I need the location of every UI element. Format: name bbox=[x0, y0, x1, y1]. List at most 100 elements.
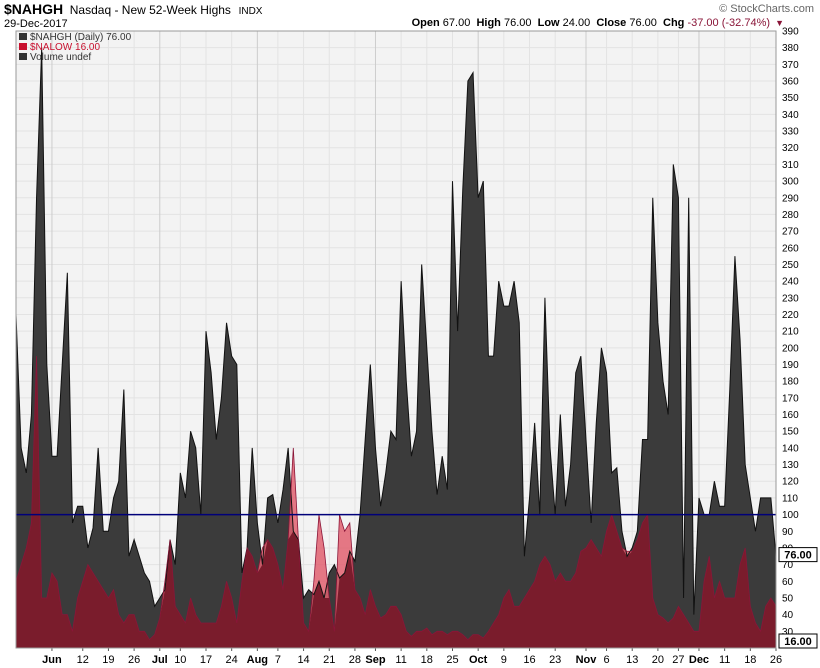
x-tick-label: 17 bbox=[200, 654, 212, 666]
high-label: High bbox=[476, 17, 501, 29]
y-tick-label: 380 bbox=[782, 43, 799, 54]
x-tick-label: 10 bbox=[174, 654, 186, 666]
y-tick-label: 230 bbox=[782, 293, 799, 304]
last-value-box bbox=[778, 633, 818, 649]
x-tick-label: 24 bbox=[226, 654, 238, 666]
x-tick-label: 20 bbox=[652, 654, 664, 666]
x-tick-label: 9 bbox=[501, 654, 507, 666]
y-tick-label: 130 bbox=[782, 460, 799, 471]
x-tick-label: 14 bbox=[297, 654, 309, 666]
x-tick-label: 16 bbox=[523, 654, 535, 666]
y-tick-label: 280 bbox=[782, 210, 799, 221]
close-label: Close bbox=[596, 17, 627, 29]
x-tick-label: Dec bbox=[689, 654, 709, 666]
chart-title: $NAHGH Nasdaq - New 52-Week Highs INDX bbox=[4, 1, 262, 17]
y-tick-label: 110 bbox=[782, 493, 798, 504]
y-tick-label: 150 bbox=[782, 427, 799, 438]
down-arrow-icon: ▼ bbox=[775, 18, 784, 28]
legend-entry: Volume undef bbox=[30, 52, 91, 63]
x-tick-label: Aug bbox=[247, 654, 268, 666]
y-tick-label: 350 bbox=[782, 93, 799, 104]
x-tick-label: 7 bbox=[275, 654, 281, 666]
y-tick-label: 70 bbox=[782, 560, 794, 571]
y-tick-label: 180 bbox=[782, 377, 799, 388]
y-tick-label: 100 bbox=[782, 510, 799, 521]
y-tick-label: 90 bbox=[782, 527, 794, 538]
last-value-label: 16.00 bbox=[778, 633, 818, 649]
series-overlap-area bbox=[16, 356, 776, 648]
ticker-symbol[interactable]: $NAHGH bbox=[4, 1, 64, 17]
x-tick-label: 13 bbox=[626, 654, 638, 666]
x-tick-label: 12 bbox=[77, 654, 89, 666]
x-tick-label: Jun bbox=[42, 654, 62, 666]
legend-entry: $NAHGH (Daily) 76.00 bbox=[30, 32, 132, 43]
x-tick-label: 11 bbox=[719, 654, 730, 666]
y-tick-label: 40 bbox=[782, 610, 794, 621]
y-tick-label: 340 bbox=[782, 110, 799, 121]
y-tick-label: 220 bbox=[782, 310, 799, 321]
exchange-label: INDX bbox=[238, 6, 263, 17]
last-value-text: 76.00 bbox=[784, 550, 812, 562]
last-value-box bbox=[778, 547, 818, 563]
y-tick-label: 160 bbox=[782, 410, 799, 421]
x-tick-label: 6 bbox=[603, 654, 609, 666]
y-tick-label: 270 bbox=[782, 227, 799, 238]
y-tick-label: 370 bbox=[782, 60, 799, 71]
y-tick-label: 120 bbox=[782, 477, 799, 488]
plot-area bbox=[16, 47, 776, 648]
y-tick-label: 250 bbox=[782, 260, 799, 271]
x-tick-label: 26 bbox=[128, 654, 140, 666]
open-value: 67.00 bbox=[442, 17, 471, 29]
y-tick-label: 200 bbox=[782, 343, 799, 354]
x-tick-label: 21 bbox=[323, 654, 335, 666]
last-value-text: 16.00 bbox=[784, 636, 812, 648]
x-tick-label: 26 bbox=[770, 654, 782, 666]
y-tick-label: 140 bbox=[782, 443, 799, 454]
y-tick-label: 60 bbox=[782, 577, 794, 588]
y-tick-label: 330 bbox=[782, 127, 799, 138]
y-tick-label: 390 bbox=[782, 27, 799, 38]
y-tick-label: 50 bbox=[782, 593, 794, 604]
x-tick-label: Jul bbox=[152, 654, 168, 666]
x-tick-label: 19 bbox=[102, 654, 114, 666]
x-tick-label: 18 bbox=[421, 654, 433, 666]
plot-border bbox=[15, 30, 777, 649]
series-line-nalow bbox=[16, 356, 776, 641]
y-tick-label: 310 bbox=[782, 160, 799, 171]
low-value: 24.00 bbox=[562, 17, 591, 29]
x-tick-label: Oct bbox=[469, 654, 488, 666]
last-value-label: 76.00 bbox=[778, 547, 818, 563]
legend-swatch bbox=[19, 53, 27, 60]
y-tick-label: 170 bbox=[782, 393, 799, 404]
legend-swatch bbox=[19, 43, 27, 50]
x-tick-label: Nov bbox=[576, 654, 598, 666]
x-tick-label: 27 bbox=[672, 654, 684, 666]
copyright-label[interactable]: © StockCharts.com bbox=[719, 3, 814, 15]
x-tick-label: 28 bbox=[349, 654, 361, 666]
x-tick-label: 11 bbox=[395, 654, 406, 666]
legend-swatch bbox=[19, 33, 27, 40]
close-value: 76.00 bbox=[629, 17, 657, 29]
y-tick-label: 290 bbox=[782, 193, 799, 204]
y-tick-label: 210 bbox=[782, 327, 799, 338]
y-tick-label: 30 bbox=[782, 627, 794, 638]
chg-value: -37.00 (-32.74%) bbox=[687, 17, 771, 29]
open-label: Open bbox=[411, 17, 440, 29]
quote-summary: Open 67.00 High 76.00 Low 24.00 Close 76… bbox=[412, 17, 784, 29]
y-tick-label: 360 bbox=[782, 77, 799, 88]
y-tick-label: 240 bbox=[782, 277, 799, 288]
low-label: Low bbox=[537, 17, 560, 29]
x-tick-label: Sep bbox=[365, 654, 385, 666]
legend-entry: $NALOW 16.00 bbox=[30, 42, 100, 53]
y-tick-label: 260 bbox=[782, 243, 799, 254]
y-tick-label: 300 bbox=[782, 177, 799, 188]
x-tick-label: 25 bbox=[446, 654, 458, 666]
chg-label: Chg bbox=[663, 17, 685, 29]
high-value: 76.00 bbox=[503, 17, 532, 29]
series-area-nahgh bbox=[16, 47, 776, 648]
y-tick-label: 190 bbox=[782, 360, 799, 371]
ticker-description: Nasdaq - New 52-Week Highs bbox=[69, 3, 231, 17]
y-tick-label: 320 bbox=[782, 143, 799, 154]
